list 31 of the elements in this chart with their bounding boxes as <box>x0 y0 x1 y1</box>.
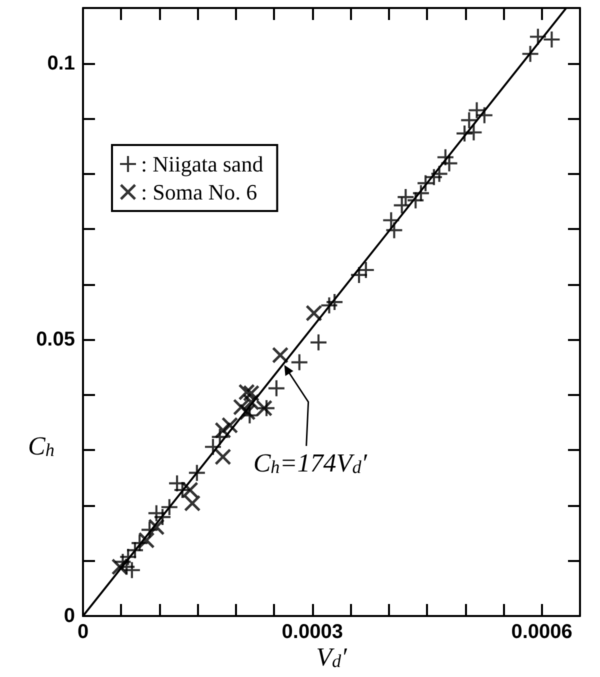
point <box>398 189 414 206</box>
annotation: Ch=174Vd′ <box>253 448 368 478</box>
point <box>124 562 140 578</box>
point <box>310 334 326 350</box>
y-tick-label: 0 <box>64 605 75 627</box>
y-axis-title: Ch <box>28 431 54 460</box>
y-tick-label: 0.1 <box>47 52 75 74</box>
point <box>214 448 231 465</box>
point <box>544 32 560 48</box>
point <box>466 124 482 140</box>
y-tick-label: 0.05 <box>36 328 75 351</box>
point <box>184 495 200 512</box>
x-tick-label: 0 <box>77 621 89 643</box>
point <box>306 305 322 322</box>
point <box>418 175 434 192</box>
x-tick-label: 0.0003 <box>282 621 343 643</box>
point <box>272 347 288 364</box>
x-axis-title: Vd′ <box>316 642 348 672</box>
point <box>148 505 164 522</box>
point <box>214 422 231 438</box>
point <box>461 112 478 128</box>
point <box>138 532 154 548</box>
point <box>238 384 255 400</box>
point <box>383 212 400 228</box>
legend-label: : Niigata sand <box>141 152 264 176</box>
x-tick-label: 0.0006 <box>511 621 572 643</box>
legend-label: : Soma No. 6 <box>141 180 258 204</box>
point <box>468 102 485 118</box>
point <box>441 155 458 172</box>
point <box>291 354 308 370</box>
point <box>268 380 284 396</box>
